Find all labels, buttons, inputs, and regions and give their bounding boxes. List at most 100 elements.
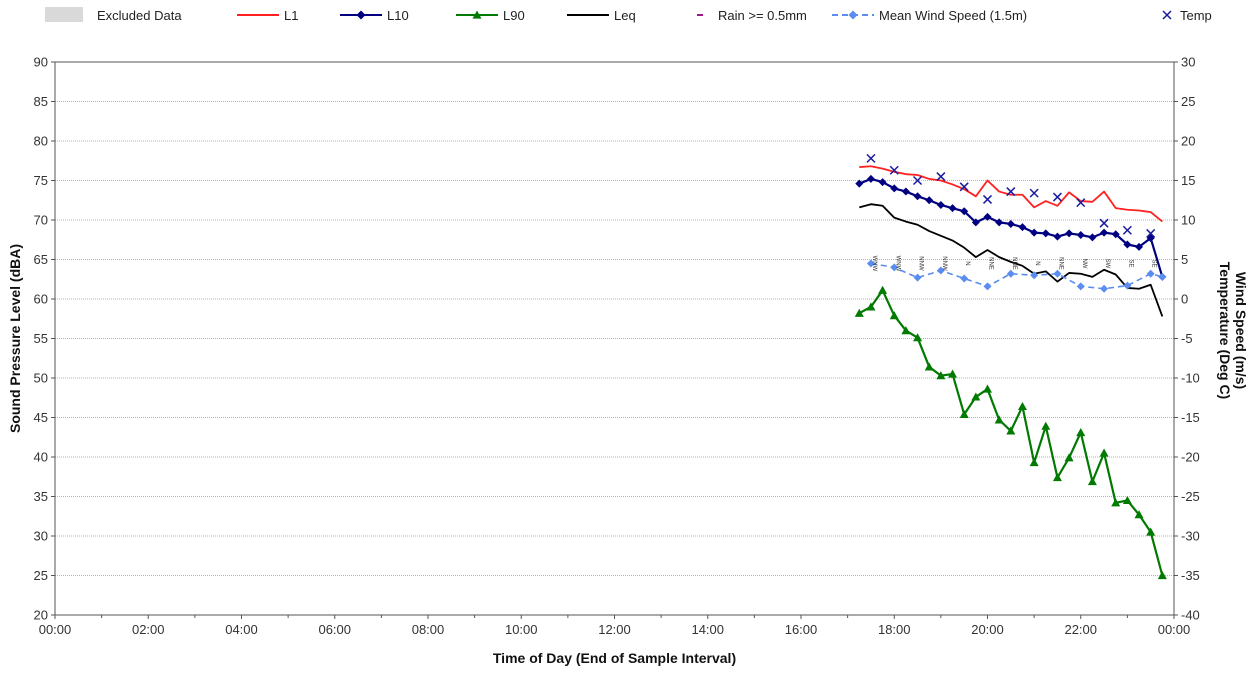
L90-point xyxy=(936,371,946,380)
wind-point xyxy=(1006,269,1015,278)
L90-point xyxy=(854,308,864,317)
wind-point xyxy=(890,263,899,272)
wind-direction-label: NW xyxy=(1081,258,1087,268)
x-tick-label: 06:00 xyxy=(318,622,351,637)
temp-point-stroke xyxy=(1006,187,1016,197)
x-tick-label: 18:00 xyxy=(878,622,911,637)
temp-point xyxy=(1076,198,1086,208)
wind-direction-label: NNW xyxy=(941,256,947,271)
L10-point xyxy=(1088,233,1097,242)
wind-point xyxy=(1158,272,1167,281)
x-tick-label: 08:00 xyxy=(412,622,445,637)
L90-point xyxy=(1099,448,1109,457)
temp-point xyxy=(1146,228,1156,238)
series-Leq xyxy=(859,203,1164,317)
wind-point xyxy=(960,274,969,283)
y-tick-label: 65 xyxy=(34,252,48,267)
legend-marker xyxy=(848,10,858,20)
y2-tick-label: 10 xyxy=(1181,213,1195,228)
L90-point xyxy=(1041,421,1051,430)
x-tick-label: 10:00 xyxy=(505,622,538,637)
L90-point xyxy=(1146,527,1156,536)
y-tick-label: 80 xyxy=(34,134,48,149)
L90-point xyxy=(959,409,969,418)
x-axis-title: Time of Day (End of Sample Interval) xyxy=(493,650,736,666)
L10-point xyxy=(1018,223,1027,232)
temp-point-stroke xyxy=(936,172,946,182)
legend-label: Leq xyxy=(614,8,636,23)
y-tick-label: 20 xyxy=(34,608,48,623)
legend-label: Rain >= 0.5mm xyxy=(718,8,807,23)
L90-point xyxy=(1111,498,1121,507)
temp-point-stroke xyxy=(1052,192,1062,202)
L10-point xyxy=(901,187,910,196)
series-wind xyxy=(870,262,1163,290)
L90-point xyxy=(1134,510,1144,519)
L90-point xyxy=(1029,458,1039,467)
legend-label: Excluded Data xyxy=(97,8,182,23)
wind-direction-label: N xyxy=(1034,261,1040,265)
wind-direction-label: NNE xyxy=(988,257,994,270)
wind-direction-labels: WNW WNW NNW NNW N NNE NNE N NNE NW SW SE SE xyxy=(871,256,1157,272)
L10-point xyxy=(866,174,875,183)
temp-point-stroke xyxy=(866,153,876,163)
L10-point xyxy=(971,218,980,227)
legend: Excluded Data L1 L10 L90 Leq Rain >= 0.5mm Mea… xyxy=(45,7,1212,23)
y2-axis-title-wind: Wind Speed (m/s) xyxy=(1233,272,1249,389)
y2-tick-label: -10 xyxy=(1181,371,1200,386)
temp-point-stroke xyxy=(913,175,923,186)
y2-tick-label: 5 xyxy=(1181,252,1188,267)
L90-point xyxy=(1076,428,1086,437)
x-tick-label: 02:00 xyxy=(132,622,165,637)
L10-point xyxy=(948,204,957,213)
L90-point xyxy=(1122,495,1132,505)
y2-tick-label: 25 xyxy=(1181,94,1195,109)
wind-direction-label: NNW xyxy=(918,256,924,271)
y2-tick-label: -25 xyxy=(1181,489,1200,504)
y2-tick-label: 30 xyxy=(1181,55,1195,70)
L10-point xyxy=(890,184,899,193)
L90-point xyxy=(948,369,958,378)
temp-point xyxy=(982,194,993,204)
temp-point xyxy=(1122,225,1132,235)
temp-point xyxy=(889,165,899,175)
temp-point-stroke xyxy=(1146,228,1156,238)
L90-point xyxy=(901,326,911,335)
y2-tick-label: -5 xyxy=(1181,331,1193,346)
L90-point xyxy=(889,311,899,320)
wind-direction-label: NNE xyxy=(1011,257,1017,270)
plot-area xyxy=(54,61,1175,616)
x-tick-label: 12:00 xyxy=(598,622,631,637)
L90-point xyxy=(1017,401,1027,411)
L10-point xyxy=(1041,229,1050,238)
L10-point xyxy=(1076,231,1085,240)
x-tick-label: 04:00 xyxy=(225,622,258,637)
wind-point xyxy=(1100,284,1109,293)
temp-point xyxy=(1099,218,1109,228)
wind-direction-label: SE xyxy=(1151,259,1157,267)
y-axis-title: Sound Pressure Level (dBA) xyxy=(7,244,23,433)
L90-point xyxy=(878,285,888,294)
y2-tick-label: 20 xyxy=(1181,134,1195,149)
L10-point xyxy=(983,212,992,221)
L10-point xyxy=(855,179,864,188)
y-tick-label: 55 xyxy=(34,331,48,346)
L10-point xyxy=(960,207,969,216)
temp-point xyxy=(1052,192,1062,202)
wind-point xyxy=(983,282,992,291)
legend-item-rain: Rain >= 0.5mm xyxy=(697,8,807,23)
temp-point-stroke xyxy=(889,165,899,175)
L10-point xyxy=(1006,219,1015,228)
legend-item-L90: L90 xyxy=(456,8,525,23)
x-tick-label: 00:00 xyxy=(39,622,72,637)
wind-direction-label: N xyxy=(964,261,970,265)
L90-point xyxy=(913,333,923,342)
L10-point xyxy=(995,218,1004,227)
temp-point-stroke xyxy=(982,194,993,204)
y2-tick-label: -40 xyxy=(1181,608,1200,623)
gridlines xyxy=(55,101,1174,576)
L90-point xyxy=(1006,426,1016,435)
L10-point xyxy=(936,200,945,209)
temp-point-stroke xyxy=(959,182,969,192)
legend-swatch xyxy=(45,7,83,22)
